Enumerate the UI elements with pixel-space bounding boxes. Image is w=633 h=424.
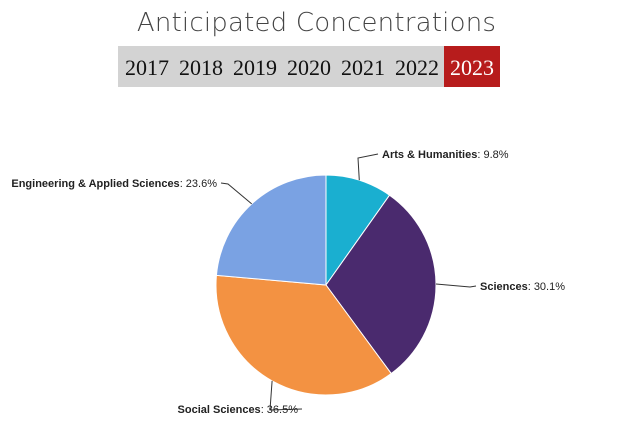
data-labels: Arts & Humanities: 9.8% Sciences: 30.1% So…: [11, 149, 565, 416]
pie-slices: [215, 174, 437, 396]
label-connector-arts-and-humanities: [357, 153, 379, 181]
data-label-engineering-and-applied-sciences: Engineering & Applied Sciences: 23.6%: [11, 178, 217, 190]
data-label-social-sciences: Social Sciences: 36.5%: [178, 404, 299, 416]
year-tab-2017[interactable]: 2017: [125, 55, 169, 80]
label-connector-engineering-and-applied-sciences: [220, 182, 253, 205]
data-label-arts-and-humanities: Arts & Humanities: 9.8%: [382, 149, 509, 161]
year-tab-2020[interactable]: 2020: [287, 55, 331, 80]
label-connectors: [220, 153, 477, 411]
pie-slice-sciences[interactable]: [325, 194, 437, 375]
year-tab-2019[interactable]: 2019: [233, 55, 277, 80]
page-title: Anticipated Concentrations: [136, 8, 497, 38]
label-connector-sciences: [435, 283, 477, 288]
label-connector-social-sciences: [269, 380, 303, 411]
year-tab-bar: 2017 2018 2019 2020 2021 2022 2023: [118, 46, 500, 87]
year-tab-2022[interactable]: 2022: [395, 55, 439, 80]
year-tab-2023[interactable]: 2023: [444, 46, 500, 87]
pie-slice-engineering-and-applied-sciences[interactable]: [215, 174, 327, 286]
data-label-sciences: Sciences: 30.1%: [480, 281, 565, 293]
year-tab-2021[interactable]: 2021: [341, 55, 385, 80]
year-tab-2018[interactable]: 2018: [179, 55, 223, 80]
pie-slice-social-sciences[interactable]: [215, 274, 392, 396]
